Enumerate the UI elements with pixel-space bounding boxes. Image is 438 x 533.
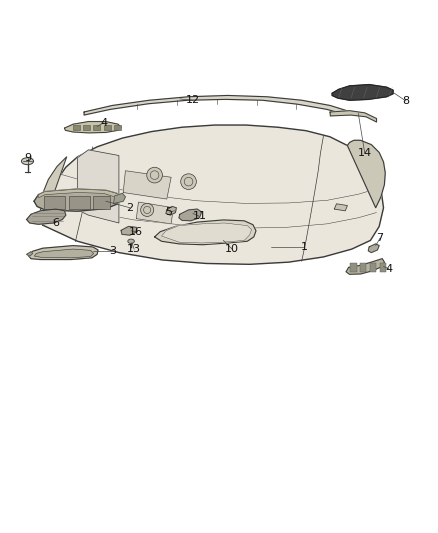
Text: 4: 4 [100,118,107,128]
Polygon shape [121,227,137,235]
Polygon shape [64,122,121,133]
Text: 10: 10 [225,244,239,254]
Polygon shape [155,220,256,245]
Polygon shape [368,244,379,253]
Bar [83,125,90,130]
Polygon shape [114,193,125,204]
Circle shape [147,167,162,183]
Text: 12: 12 [186,95,200,105]
Text: 8: 8 [403,96,410,106]
Polygon shape [41,157,67,225]
Polygon shape [35,249,94,258]
Polygon shape [34,189,120,211]
Circle shape [141,204,154,216]
Polygon shape [78,150,119,223]
Polygon shape [27,252,33,256]
Polygon shape [347,140,385,208]
Bar [93,196,110,208]
Text: 9: 9 [24,152,31,163]
Text: 6: 6 [52,218,59,228]
Polygon shape [39,189,120,198]
Circle shape [181,174,196,189]
Text: 5: 5 [166,207,173,217]
Ellipse shape [21,158,34,165]
Text: 16: 16 [129,227,143,237]
Text: 11: 11 [192,212,206,221]
Polygon shape [43,125,384,264]
Bar [360,263,367,272]
Text: 13: 13 [127,244,141,254]
Text: 3: 3 [109,246,116,256]
Bar [93,125,100,130]
Bar [114,125,120,130]
Polygon shape [28,246,98,260]
Ellipse shape [128,239,134,244]
Polygon shape [123,171,171,199]
Text: 2: 2 [126,203,133,213]
Bar [350,263,357,272]
Polygon shape [332,85,393,100]
Text: 14: 14 [358,148,372,158]
Polygon shape [166,206,177,215]
Polygon shape [162,223,252,243]
Polygon shape [346,259,385,274]
Polygon shape [334,204,347,211]
Polygon shape [330,111,377,122]
Text: 1: 1 [300,242,307,252]
Polygon shape [136,202,173,224]
Bar [73,125,80,130]
Polygon shape [179,209,201,221]
Polygon shape [84,95,350,115]
Text: 4: 4 [385,264,392,273]
Bar [44,196,65,208]
Text: 7: 7 [377,233,384,243]
Bar [69,196,90,208]
Polygon shape [27,209,66,224]
Bar [370,263,376,272]
Bar [380,263,386,272]
Bar [103,125,110,130]
